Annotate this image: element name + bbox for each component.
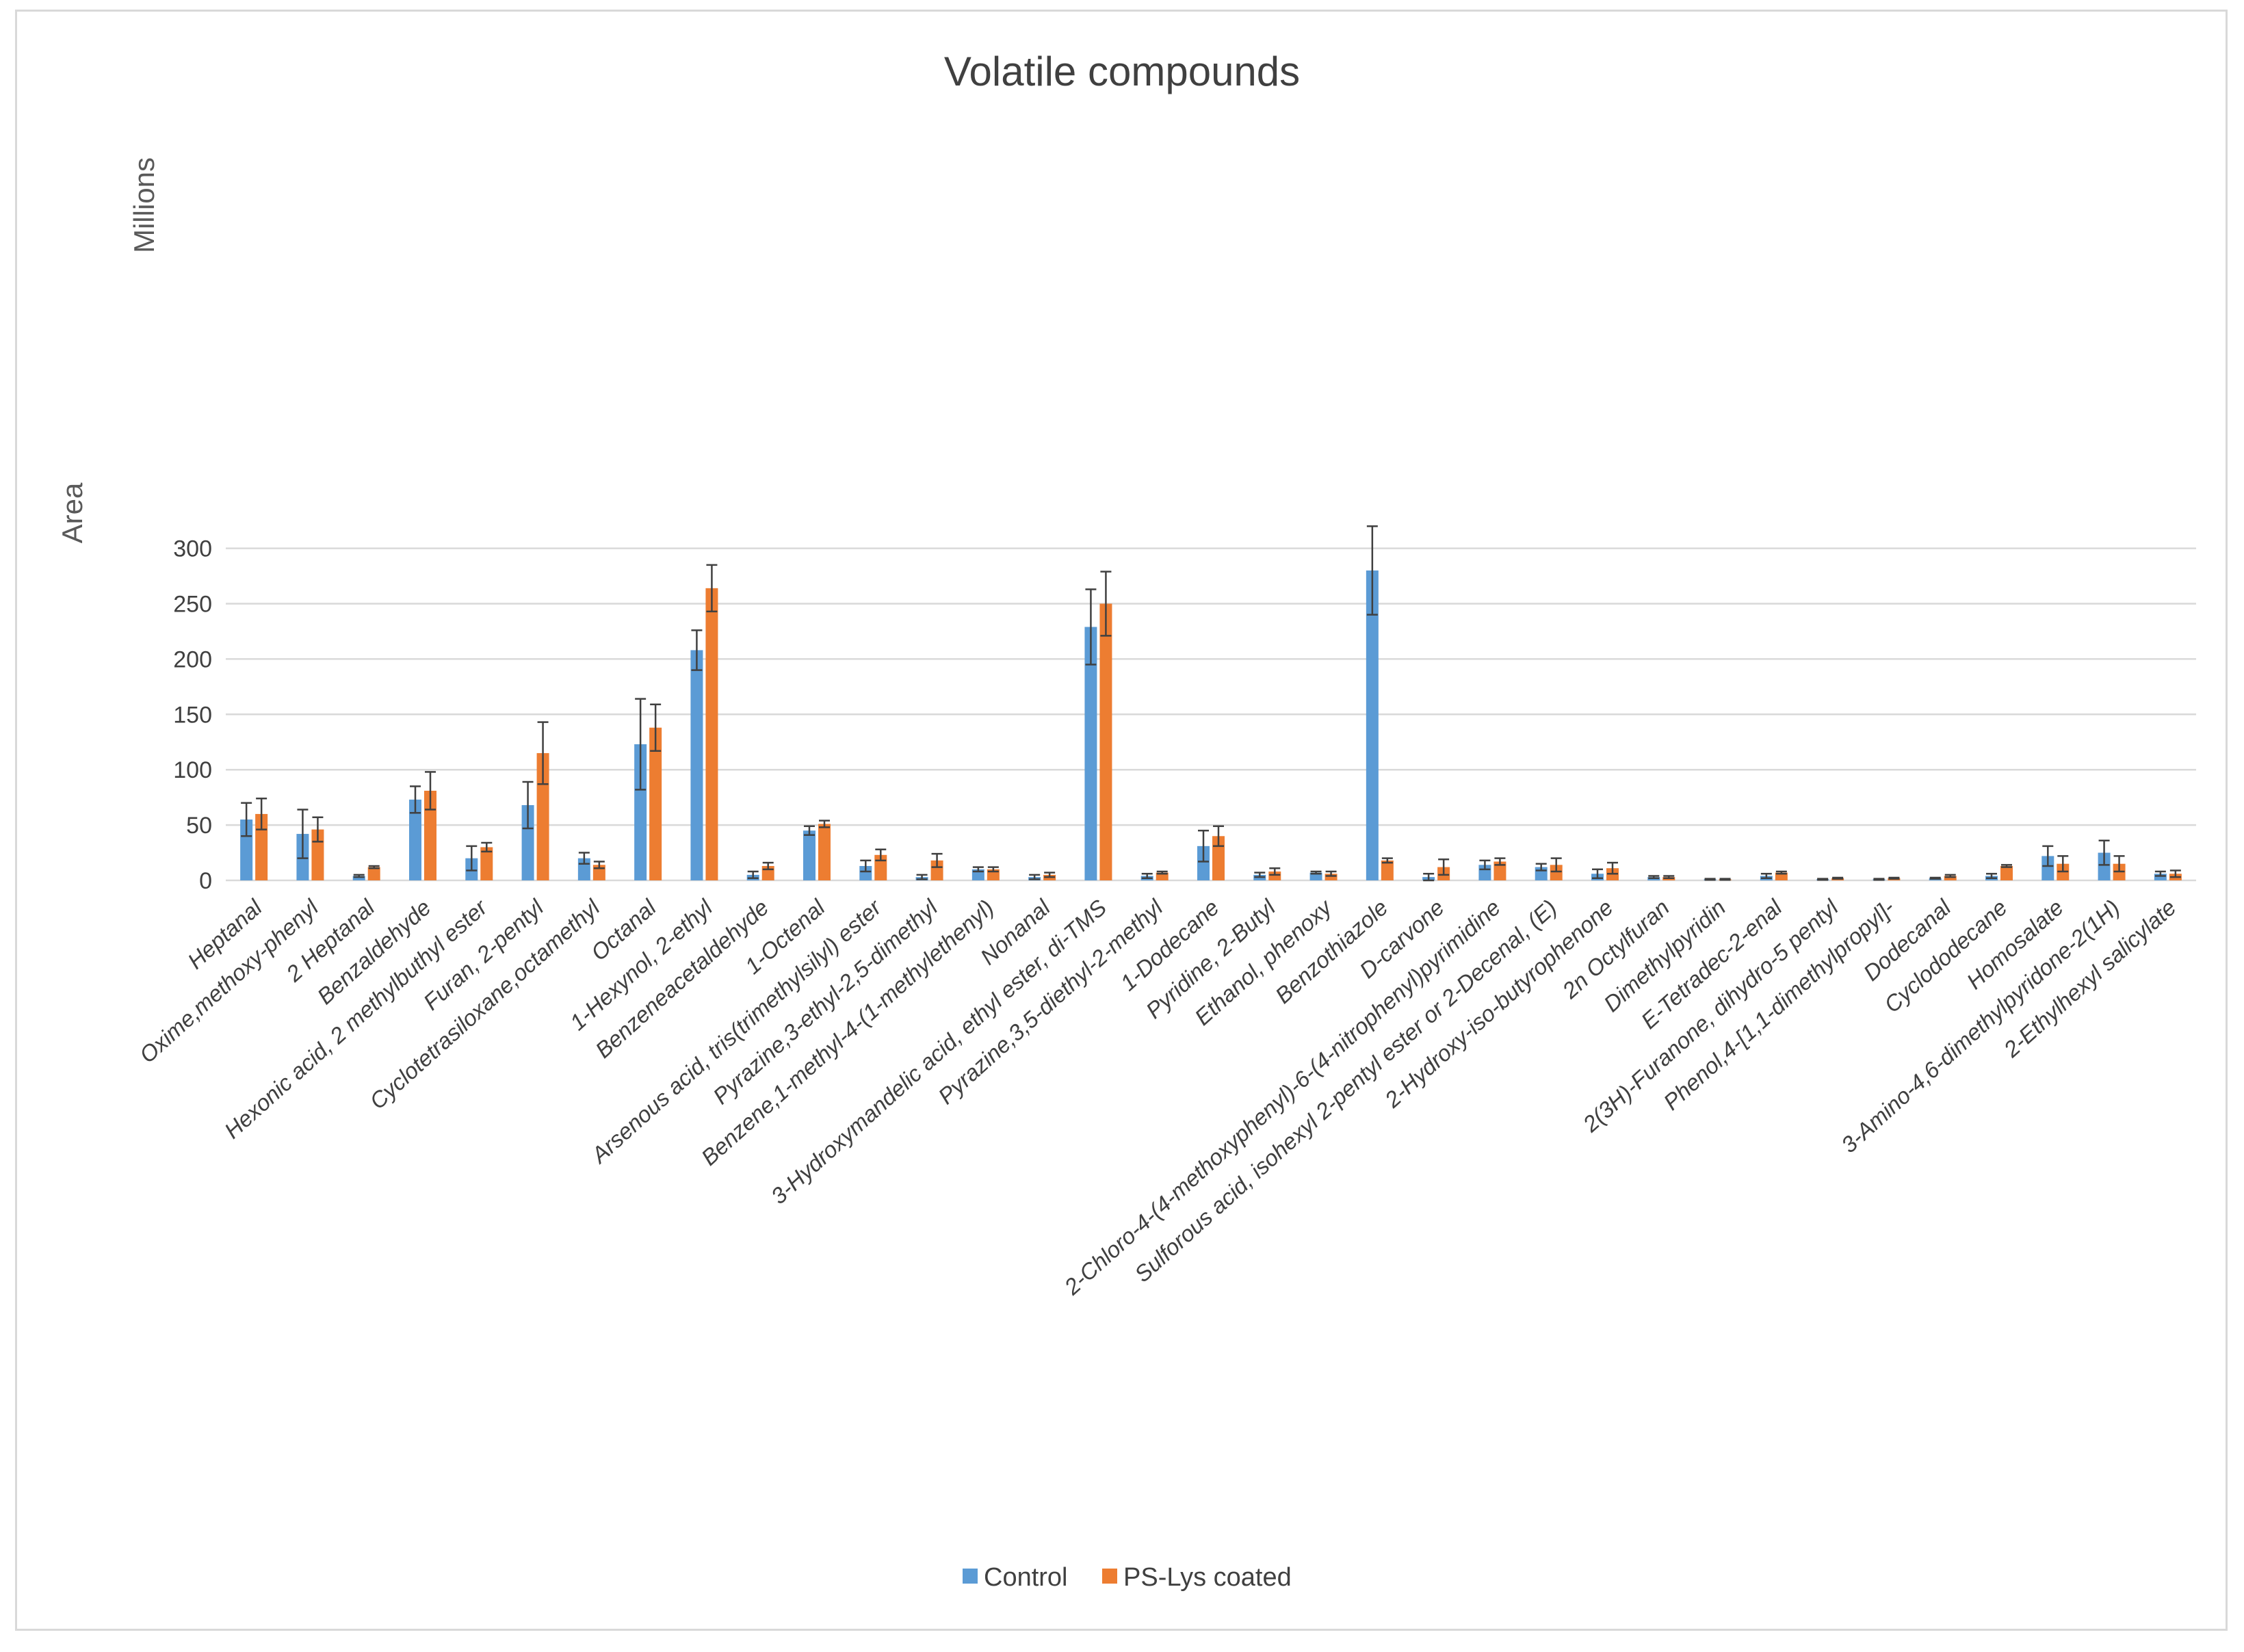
- bar-ps-lys-coated: [424, 790, 436, 880]
- y-axis-ticks: 0 50 100 150 200 250 300: [173, 536, 212, 894]
- legend-label-ps-lys-coated: PS-Lys coated: [1123, 1563, 1292, 1592]
- y-tick-label: 300: [173, 536, 212, 562]
- bar-ps-lys-coated: [1325, 874, 1338, 880]
- bar-control: [409, 799, 421, 880]
- bar-ps-lys-coated: [1099, 603, 1112, 880]
- bar-control: [2154, 874, 2167, 880]
- bar-control: [2098, 852, 2111, 880]
- y-tick-label: 100: [173, 757, 212, 783]
- bar-control: [803, 830, 816, 880]
- y-tick-label: 150: [173, 702, 212, 728]
- bar-control: [1309, 872, 1322, 880]
- error-bars: [241, 525, 2181, 882]
- bar-ps-lys-coated: [1212, 836, 1225, 880]
- bar-ps-lys-coated: [705, 588, 718, 880]
- chart-frame: [15, 10, 2228, 1631]
- chart-title: Volatile compounds: [944, 49, 1300, 94]
- bar-control: [1366, 570, 1379, 880]
- bar-control: [240, 820, 253, 880]
- bar-control: [859, 865, 872, 880]
- bar-ps-lys-coated: [1156, 872, 1169, 880]
- y-axis-unit-label: Millions: [128, 157, 160, 253]
- bars: [240, 570, 2182, 880]
- bar-ps-lys-coated: [1493, 861, 1506, 880]
- bar-ps-lys-coated: [818, 824, 831, 880]
- bar-control: [521, 804, 534, 880]
- bar-ps-lys-coated: [367, 867, 380, 880]
- legend: Control PS-Lys coated: [963, 1563, 1292, 1592]
- bar-ps-lys-coated: [2000, 865, 2013, 880]
- bar-control: [690, 650, 703, 880]
- y-tick-label: 50: [186, 813, 212, 839]
- bar-control: [1084, 627, 1097, 880]
- legend-label-control: Control: [984, 1563, 1068, 1592]
- bar-ps-lys-coated: [480, 847, 493, 880]
- y-tick-label: 250: [173, 592, 212, 618]
- y-tick-label: 0: [199, 868, 212, 894]
- bar-ps-lys-coated: [1381, 860, 1394, 880]
- bar-ps-lys-coated: [1268, 871, 1281, 880]
- bar-control: [1197, 845, 1210, 880]
- legend-swatch-ps-lys-coated: [1102, 1569, 1117, 1584]
- bar-ps-lys-coated: [1550, 865, 1563, 880]
- gridlines: [226, 547, 2196, 882]
- bar-ps-lys-coated: [1944, 876, 1957, 880]
- y-tick-label: 200: [173, 646, 212, 672]
- bar-control: [2041, 856, 2054, 880]
- bar-control: [634, 744, 647, 880]
- bar-ps-lys-coated: [255, 813, 268, 880]
- bar-ps-lys-coated: [1775, 872, 1788, 880]
- y-axis-title: Area: [56, 482, 88, 543]
- bar-ps-lys-coated: [930, 860, 943, 880]
- legend-swatch-control: [963, 1569, 978, 1584]
- bar-ps-lys-coated: [649, 727, 662, 880]
- bar-control: [352, 876, 365, 880]
